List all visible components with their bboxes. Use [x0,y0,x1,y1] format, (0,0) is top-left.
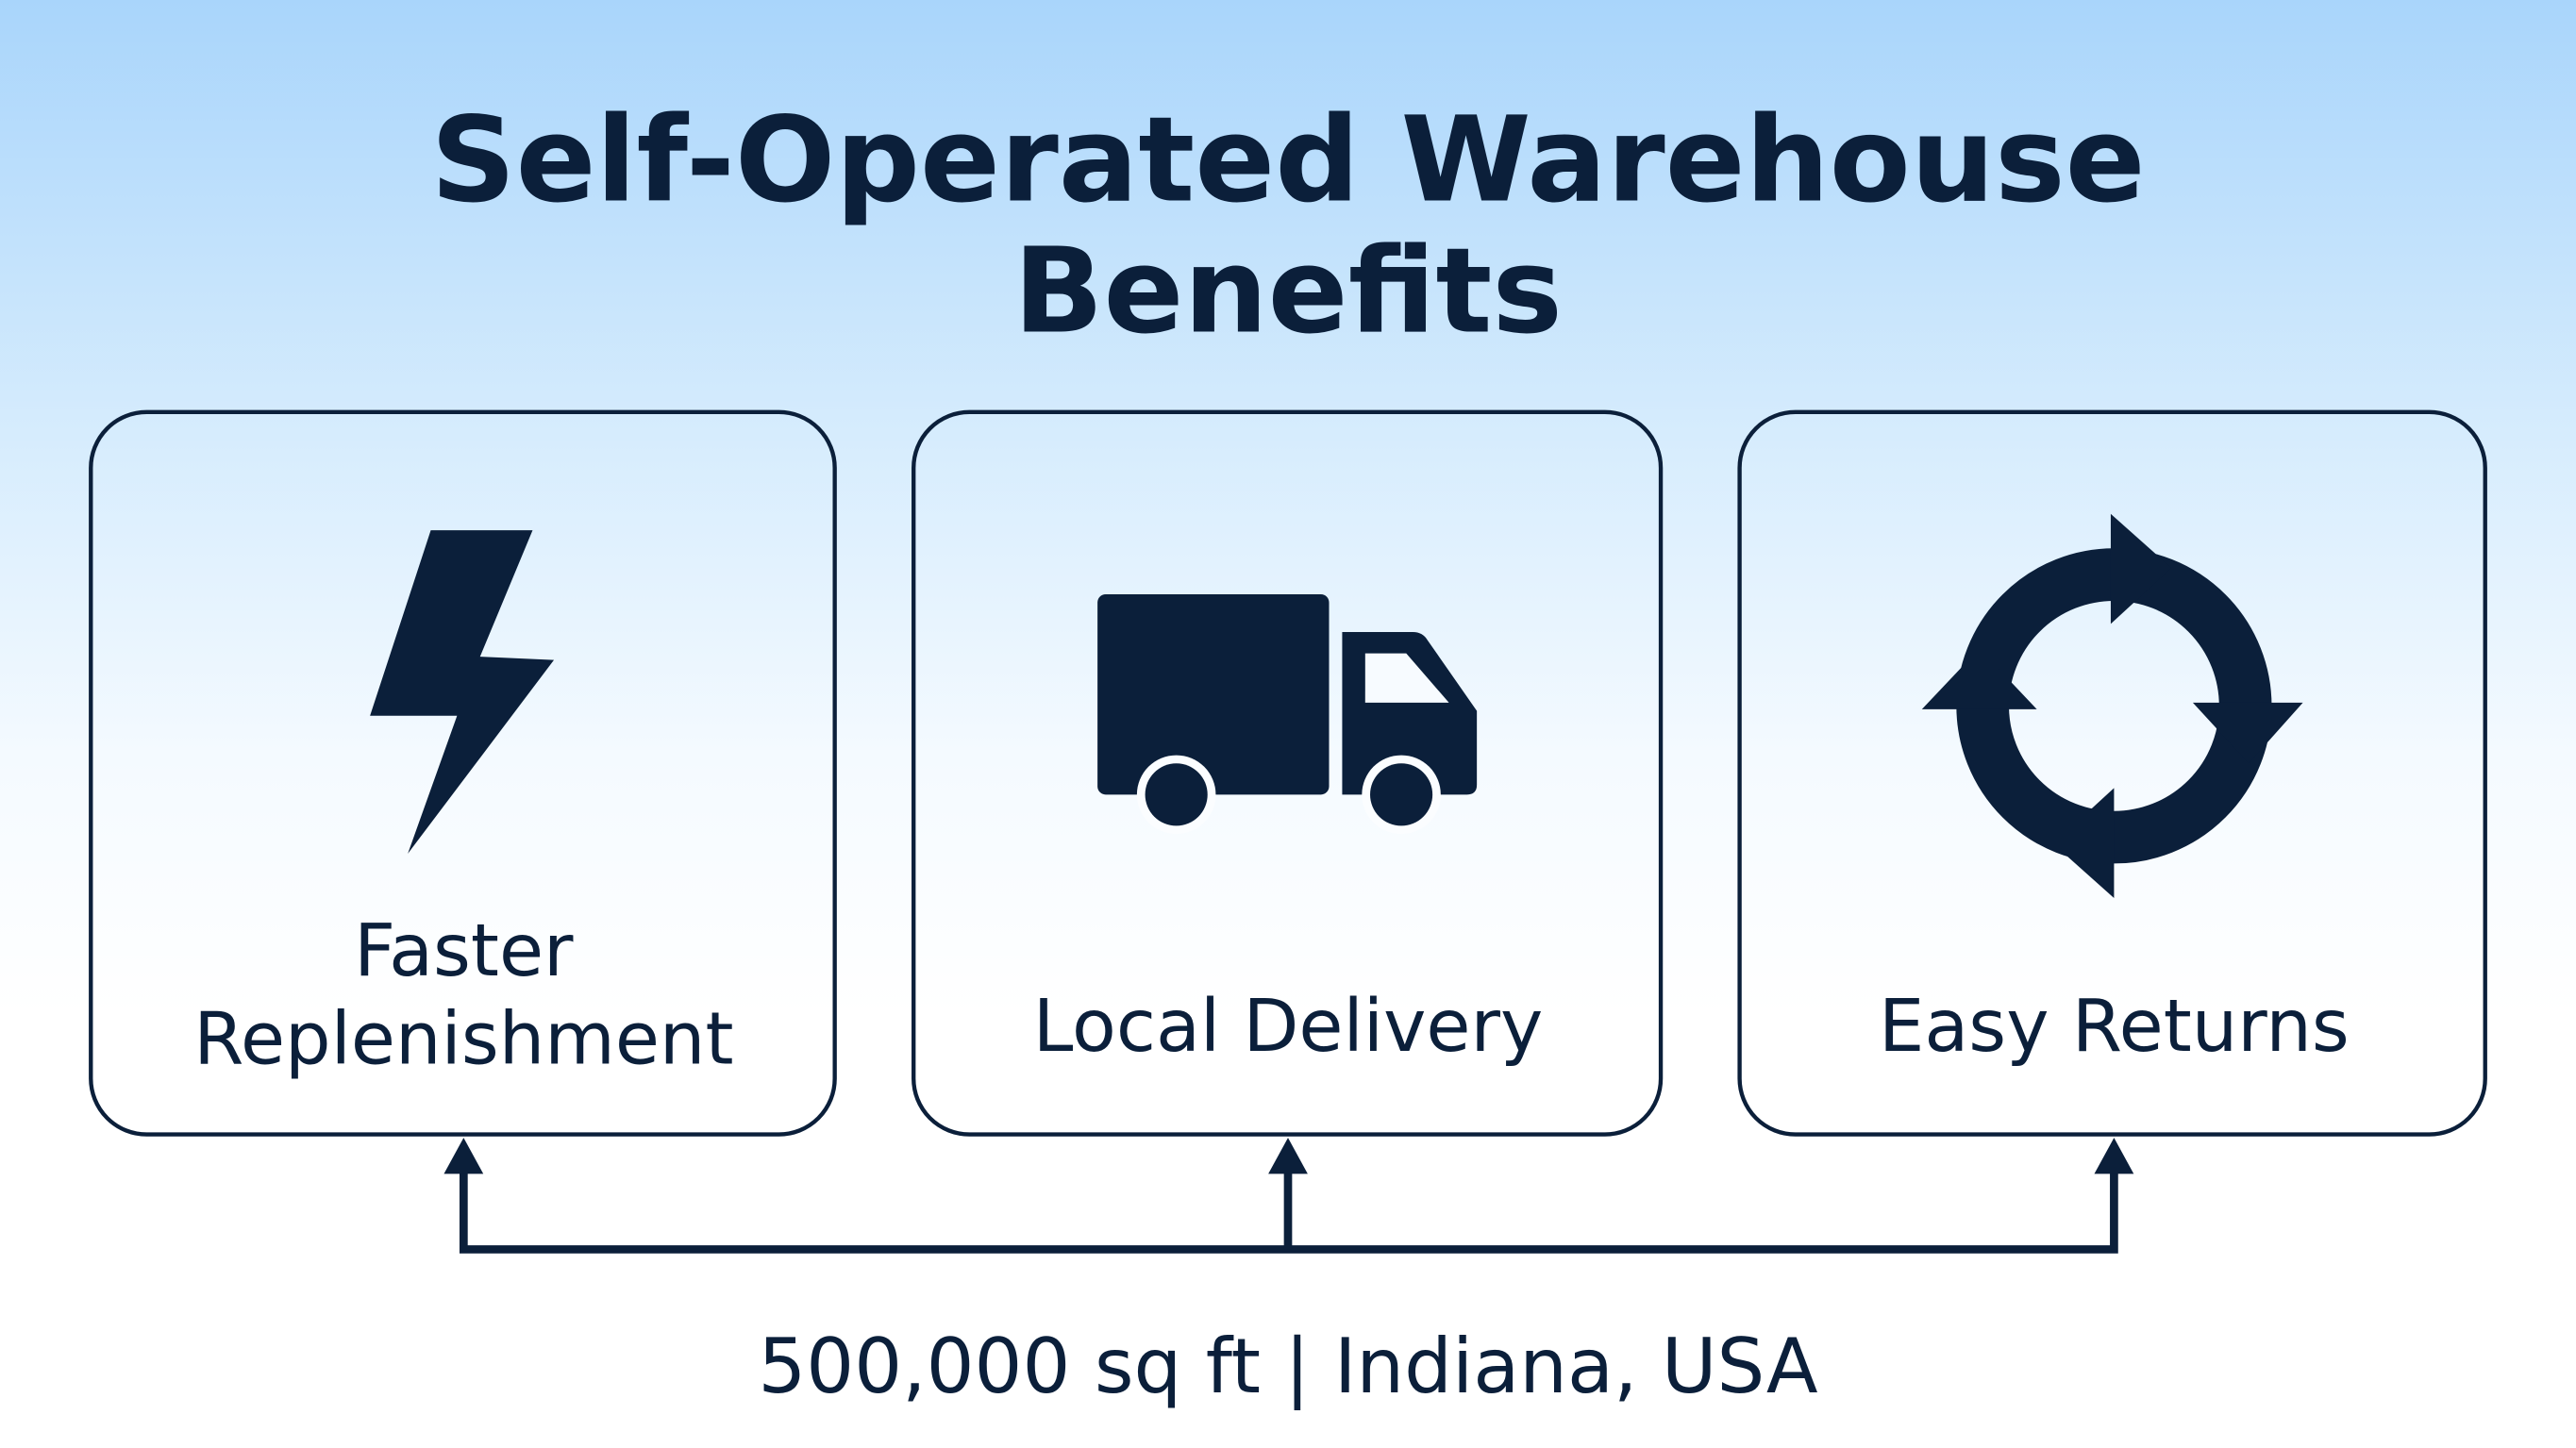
card-border [1737,409,2487,1137]
delivery-truck-icon [1097,594,1478,835]
card-border [89,409,837,1137]
footer-location-text: 500,000 sq ft | Indiana, USA [758,1323,1817,1411]
card-local-delivery: Local Delivery [912,409,1664,1137]
card-label: Local Delivery [1033,985,1544,1069]
card-label: Easy Returns [1879,985,2350,1069]
circular-arrows-returns-icon [1921,513,2303,898]
title-line-1: Self-Operated Warehouse [430,91,2145,228]
arrow-up-icon [1268,1138,1308,1174]
card-easy-returns: Easy Returns [1737,409,2487,1137]
card-label-line-1: Faster [354,909,574,993]
arrow-up-icon [443,1138,484,1174]
card-faster-replenishment: Faster Replenishment [89,409,837,1137]
arrow-up-icon [2094,1138,2134,1174]
card-border [912,409,1664,1137]
title-line-2: Benefits [1013,223,1563,360]
connector-arrows [459,1169,2118,1254]
card-label-line-2: Replenishment [193,998,733,1082]
arrowheads [443,1138,2134,1174]
lightning-bolt-icon [370,530,555,854]
